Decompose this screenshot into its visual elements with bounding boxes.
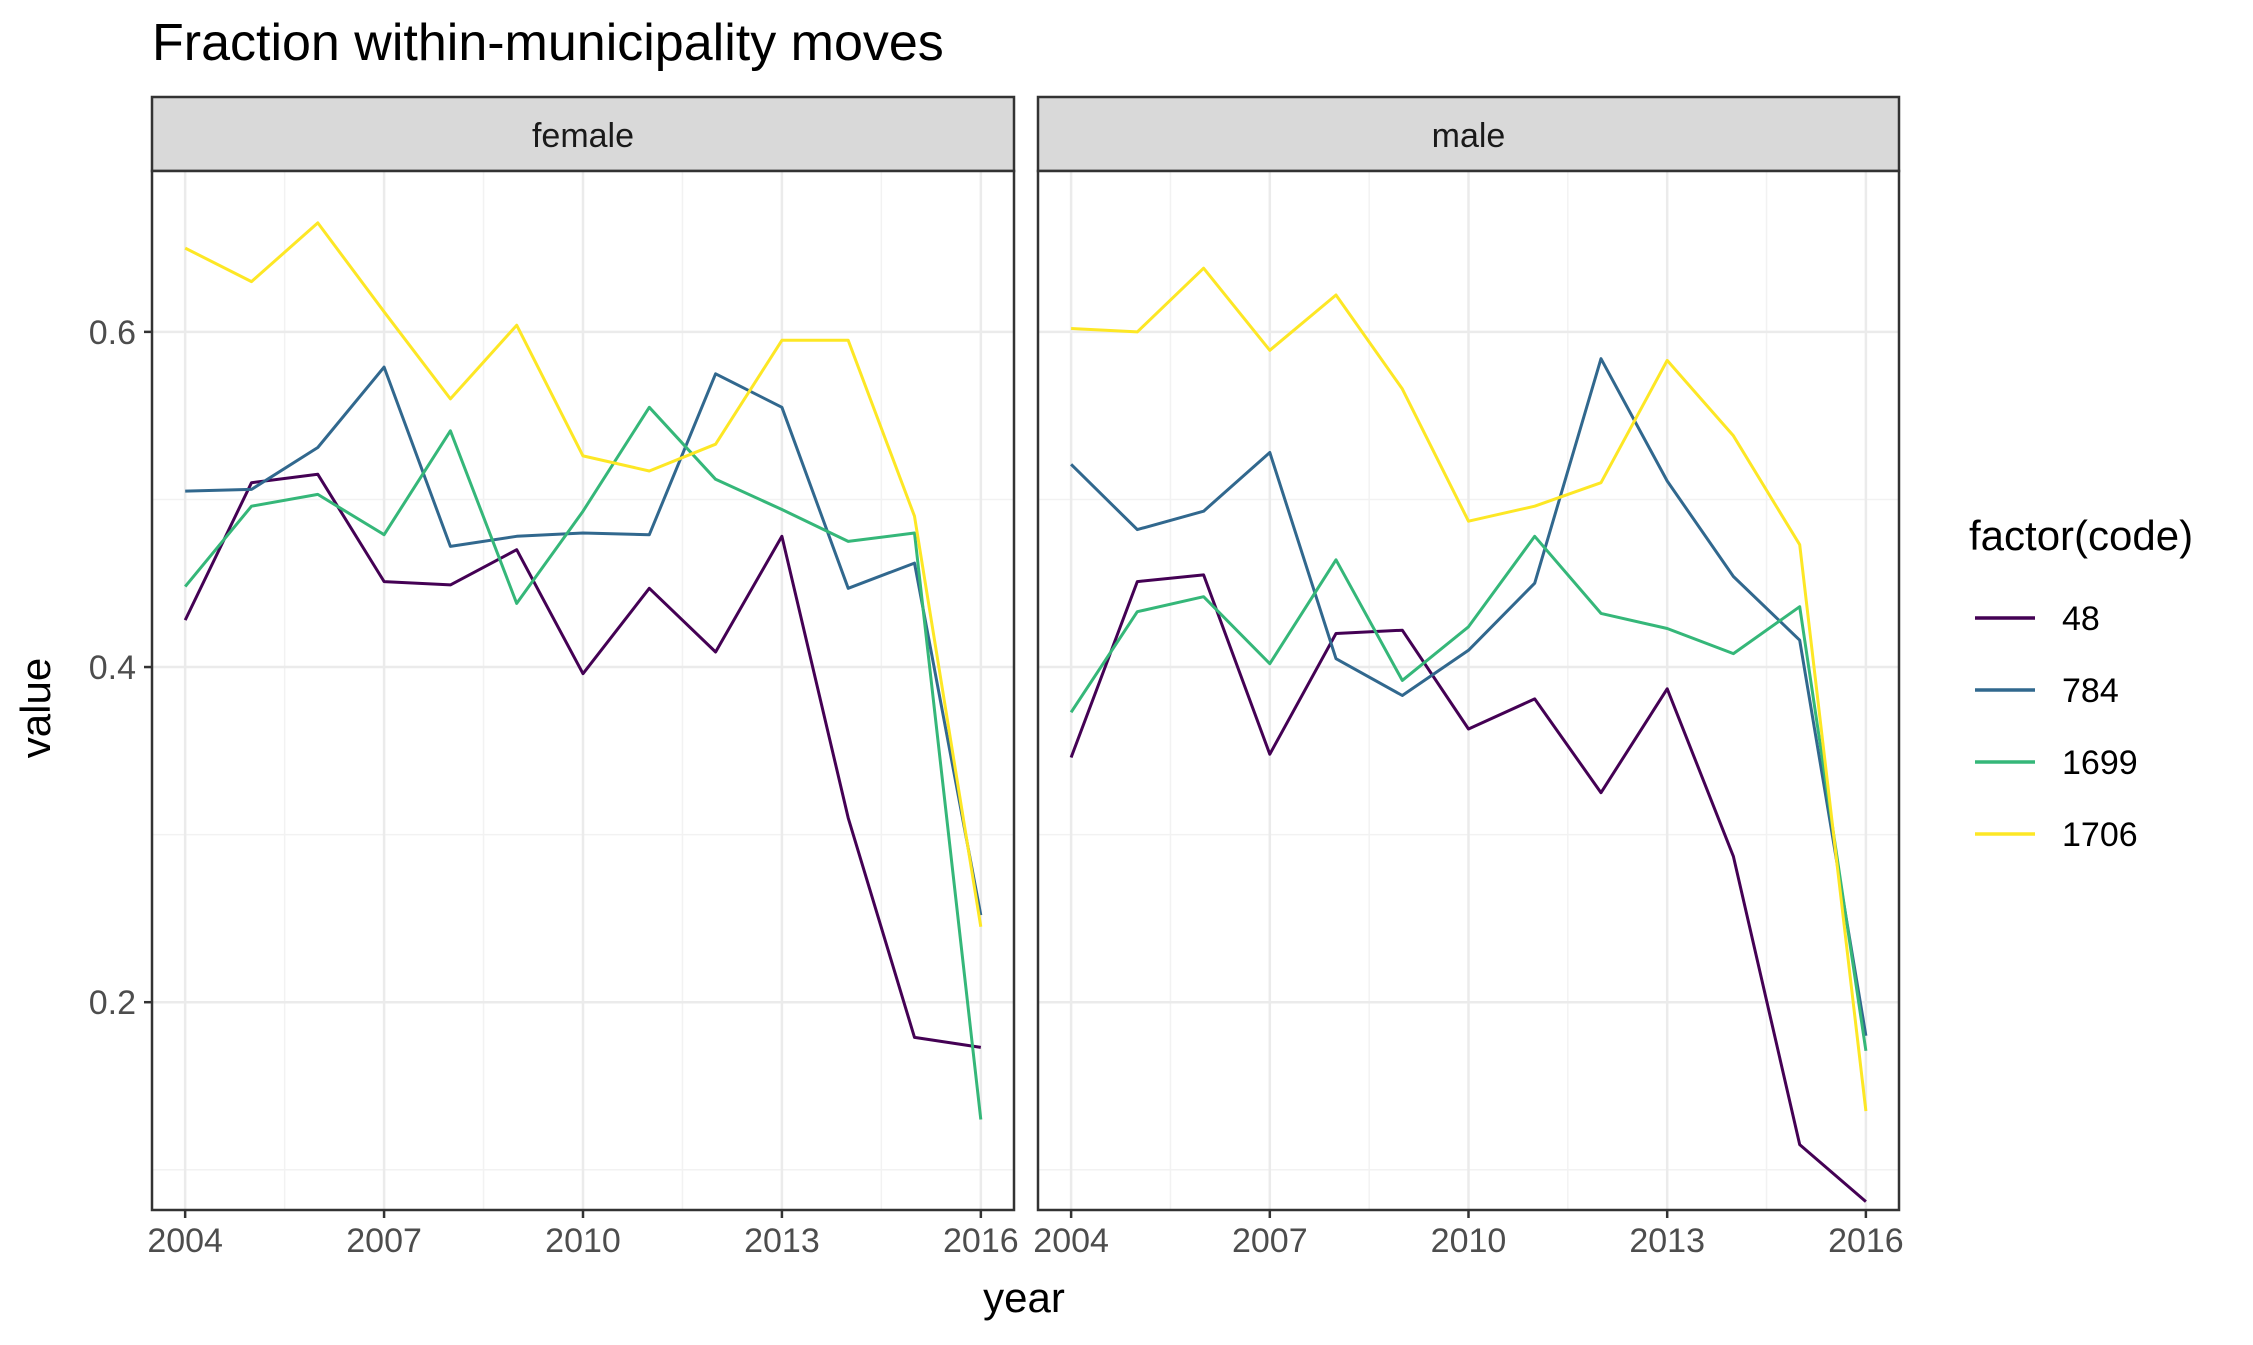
- legend-label-1706: 1706: [2062, 816, 2138, 854]
- series-line-male-48: [1069, 573, 1867, 1203]
- x-tick-label: 2013: [1629, 1222, 1705, 1260]
- facet-strip-label-male: male: [1432, 117, 1506, 155]
- x-tick-label: 2010: [545, 1222, 621, 1260]
- facet-strip-female: [150, 95, 1016, 173]
- x-axis-title: year: [983, 1274, 1065, 1321]
- y-axis-title: value: [12, 658, 59, 758]
- series-line-male-784: [1070, 357, 1868, 1036]
- facet-strip-label-female: female: [532, 117, 634, 155]
- legend-title: factor(code): [1969, 512, 2193, 559]
- x-tick-label: 2007: [1232, 1222, 1308, 1260]
- y-tick-label: 0.6: [89, 314, 136, 352]
- x-tick-label: 2013: [744, 1222, 820, 1260]
- series-line-female-1699: [184, 405, 983, 1120]
- legend-label-1699: 1699: [2062, 744, 2138, 782]
- legend: factor(code) 48 784 1699 1706: [1969, 512, 2193, 854]
- series-line-female-1706: [184, 221, 983, 928]
- panel-male: male 2004 2007 2010 2013 2016: [1033, 95, 1904, 1260]
- chart-title: Fraction within-municipality moves: [152, 14, 944, 72]
- legend-label-784: 784: [2062, 672, 2119, 710]
- legend-label-48: 48: [2062, 600, 2100, 638]
- series-line-female-48: [183, 472, 982, 1049]
- panel-female: female 2004 2007 2010 2013 2016 0.2 0.4 0.6: [89, 95, 1019, 1260]
- series-line-male-1706: [1071, 266, 1868, 1112]
- y-tick-label: 0.4: [89, 649, 136, 687]
- x-tick-label: 2010: [1431, 1222, 1507, 1260]
- y-tick-label: 0.2: [89, 984, 136, 1022]
- facet-strip-male: [1036, 95, 1901, 173]
- x-tick-label: 2004: [147, 1222, 223, 1260]
- x-tick-label: 2004: [1033, 1222, 1109, 1260]
- panels-layer: female 2004 2007 2010 2013 2016 0.2 0.4 0.6 male 2…: [89, 95, 1904, 1260]
- x-tick-label: 2016: [1828, 1222, 1904, 1260]
- series-line-male-1699: [1069, 534, 1868, 1052]
- x-tick-label: 2016: [943, 1222, 1019, 1260]
- series-line-female-784: [185, 365, 983, 916]
- x-tick-label: 2007: [346, 1222, 422, 1260]
